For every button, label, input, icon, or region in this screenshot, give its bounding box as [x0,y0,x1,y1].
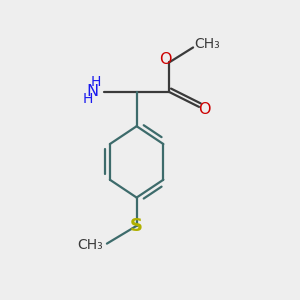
Text: H: H [82,92,93,106]
Text: S: S [130,217,143,235]
Text: CH₃: CH₃ [77,238,103,252]
Text: O: O [198,102,210,117]
Text: N: N [87,84,99,99]
Text: CH₃: CH₃ [194,37,220,51]
Text: H: H [91,75,101,88]
Text: O: O [159,52,172,67]
